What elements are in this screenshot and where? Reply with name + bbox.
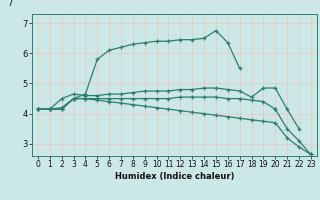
Text: 7: 7	[7, 0, 12, 8]
X-axis label: Humidex (Indice chaleur): Humidex (Indice chaleur)	[115, 172, 234, 181]
